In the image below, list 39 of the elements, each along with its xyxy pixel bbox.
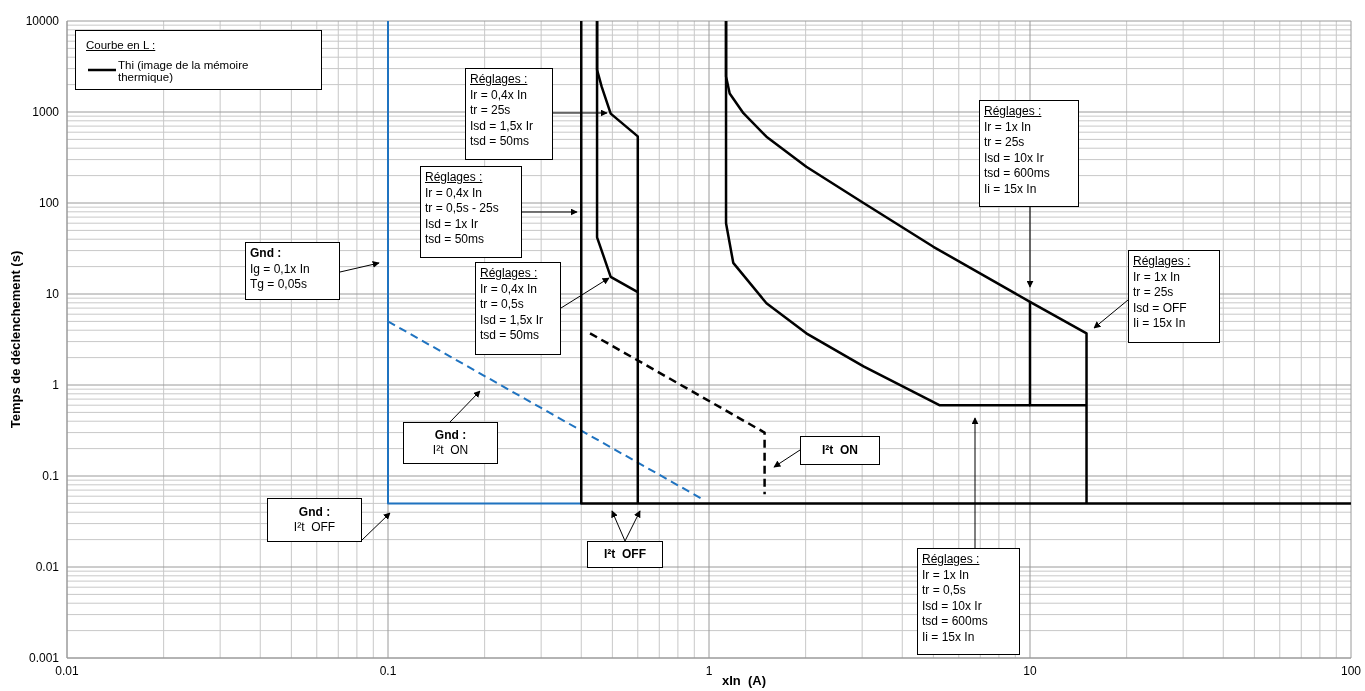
- x-tick-label: 1: [705, 663, 713, 678]
- annotation: Gnd : Ig = 0,1x In Tg = 0,05s: [250, 246, 311, 293]
- y-tick-label: 10000: [25, 14, 60, 29]
- y-tick-label: 0.01: [35, 560, 60, 575]
- y-tick-label: 1000: [32, 105, 60, 120]
- annotation: Gnd : I²t OFF: [292, 504, 337, 536]
- y-tick-label: 10: [45, 287, 60, 302]
- annotation: Réglages : Ir = 0,4x In tr = 0,5s Isd = 1,5x Ir tsd = 50ms: [480, 266, 545, 344]
- x-tick-label: 0.1: [379, 663, 397, 678]
- text-box: Réglages : Ir = 1x In tr = 25s Isd = 10x Ir tsd = 600ms Ii = 15x In: [979, 100, 1079, 207]
- x-tick-label: 100: [1340, 663, 1362, 678]
- annotation: Gnd : I²t ON: [431, 427, 470, 459]
- x-axis-title: xIn (A): [722, 673, 767, 688]
- text-box: I²t OFF: [587, 541, 663, 568]
- annotation: Réglages : Ir = 1x In tr = 0,5s Isd = 10x Ir tsd = 600ms Ii = 15x In: [922, 552, 989, 645]
- text-box: I²t ON: [800, 436, 880, 465]
- y-tick-label: 0.1: [42, 469, 60, 484]
- y-tick-label: 0.001: [28, 651, 60, 666]
- annotation: Réglages : Ir = 0,4x In tr = 0,5s - 25s Isd = 1x Ir tsd = 50ms: [425, 170, 500, 248]
- legend-label: Thi (image de la mémoire thermique): [118, 59, 250, 83]
- y-tick-label: 1: [52, 378, 60, 393]
- y-axis-title: Temps de déclenchement (s): [8, 250, 23, 429]
- x-tick-label: 10: [1023, 663, 1037, 678]
- annotation: Réglages : Ir = 1x In tr = 25s Isd = 10x Ir tsd = 600ms Ii = 15x In: [984, 104, 1051, 197]
- text-box: Gnd : I²t ON: [403, 422, 498, 464]
- annotation: I²t OFF: [603, 546, 647, 563]
- legend-title: Courbe en L :: [86, 39, 157, 51]
- text-box: Gnd : I²t OFF: [267, 498, 362, 542]
- text-box: Réglages : Ir = 0,4x In tr = 25s Isd = 1,5x Ir tsd = 50ms: [465, 68, 553, 160]
- annotation: I²t ON: [821, 442, 859, 459]
- annotation: Réglages : Ir = 1x In tr = 25s Isd = OFF Ii = 15x In: [1133, 254, 1192, 332]
- annotation: Réglages : Ir = 0,4x In tr = 25s Isd = 1,5x Ir tsd = 50ms: [470, 72, 535, 150]
- text-box: Réglages : Ir = 0,4x In tr = 0,5s Isd = 1,5x Ir tsd = 50ms: [475, 262, 561, 355]
- text-box: Réglages : Ir = 1x In tr = 25s Isd = OFF Ii = 15x In: [1128, 250, 1220, 343]
- text-box: Réglages : Ir = 0,4x In tr = 0,5s - 25s Isd = 1x Ir tsd = 50ms: [420, 166, 522, 258]
- y-tick-label: 100: [38, 196, 60, 211]
- text-box: Gnd : Ig = 0,1x In Tg = 0,05s: [245, 242, 340, 300]
- x-tick-label: 0.01: [55, 663, 79, 678]
- text-box: Réglages : Ir = 1x In tr = 0,5s Isd = 10x Ir tsd = 600ms Ii = 15x In: [917, 548, 1020, 655]
